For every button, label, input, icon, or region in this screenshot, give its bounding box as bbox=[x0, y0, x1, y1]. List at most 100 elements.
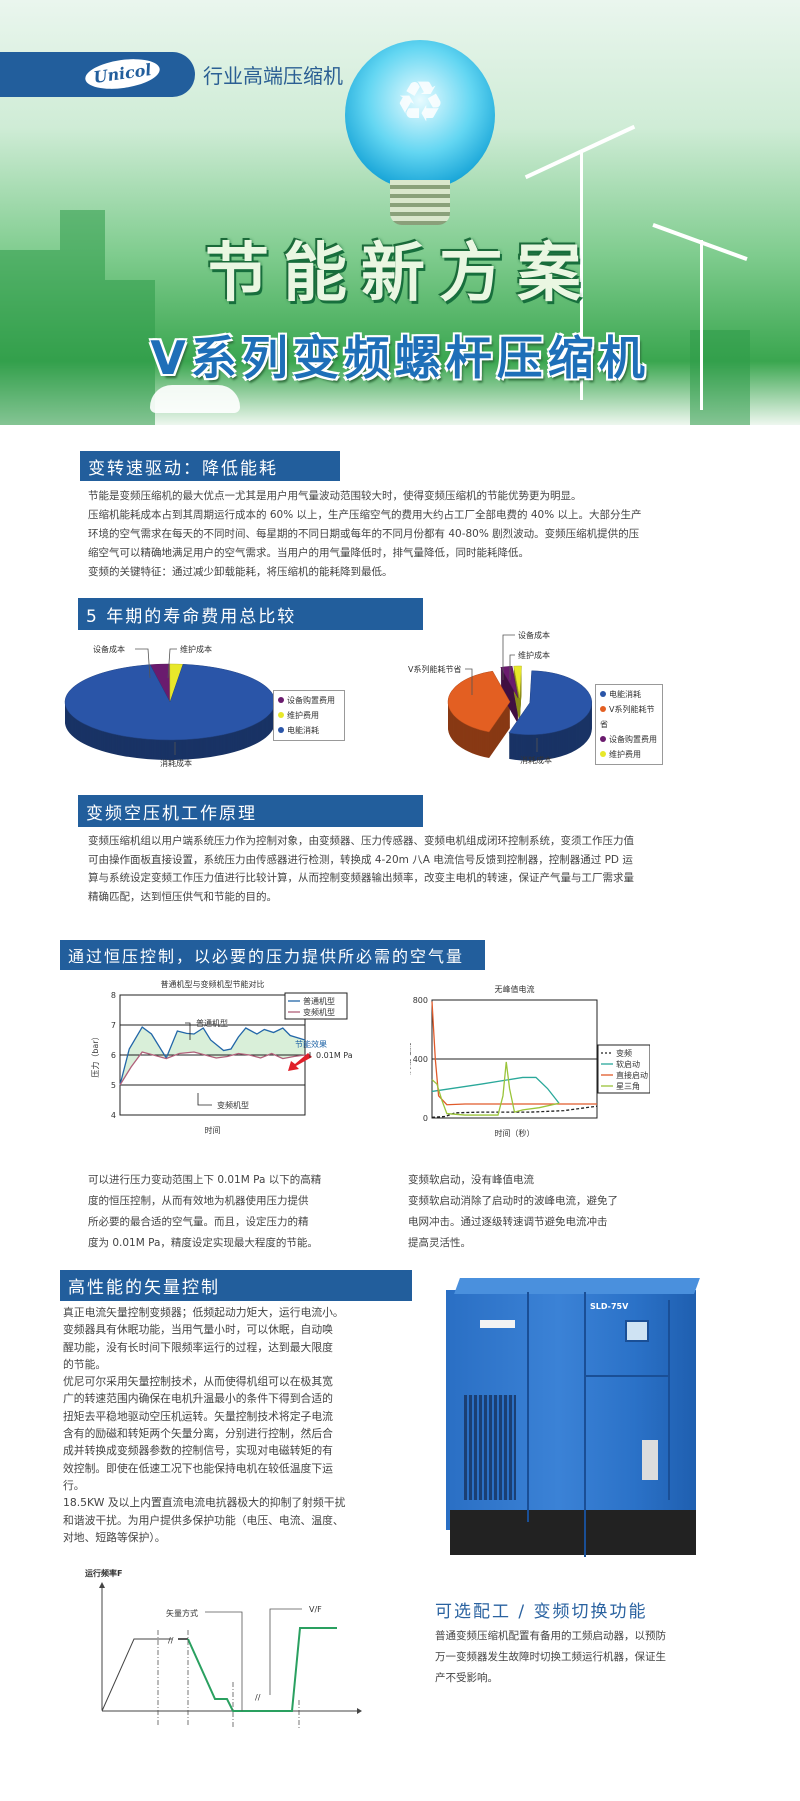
arrow-icon bbox=[288, 1053, 312, 1071]
x-axis-label: 时间（秒） bbox=[495, 1128, 535, 1138]
legend-label: 变频 bbox=[616, 1048, 632, 1058]
pie-slice-side bbox=[500, 672, 519, 705]
pie-slice-side bbox=[500, 669, 519, 702]
pie-slice-side bbox=[500, 679, 519, 712]
text-line: 节能是变频压缩机的最大优点一尤其是用户用气量波动范围较大时，使得变频压缩机的节能… bbox=[88, 490, 582, 502]
legend-box bbox=[284, 992, 348, 1020]
legend-label: 软启动 bbox=[616, 1059, 640, 1069]
text-line: 广的转速范围内确保在电机升温最小的条件下得到合适的 bbox=[63, 1392, 333, 1406]
pie-annotation: 消耗成本 bbox=[160, 758, 192, 768]
pie-slice-side bbox=[500, 670, 519, 703]
text-line: 真正电流矢量控制变频器；低频起动力矩大，运行电流小。 bbox=[63, 1306, 344, 1319]
y-axis-label: 满载电流 bbox=[410, 1043, 412, 1075]
text-line: 变频压缩机组以用户端系统压力作为控制对象，由变频器、压力传感器、变频电机组成闭环… bbox=[88, 835, 634, 847]
pie-annotation: V系列能耗节省 bbox=[408, 664, 461, 674]
pie-annotation: 消耗成本 bbox=[520, 755, 552, 765]
legend-label: 普通机型 bbox=[303, 996, 335, 1006]
section6-title: 可选配工 / 变频切换功能 bbox=[435, 1602, 648, 1622]
annotation-precision: 0.01M Pa bbox=[316, 1051, 353, 1060]
wind-turbine-icon bbox=[580, 150, 583, 400]
pie-slice bbox=[447, 670, 511, 733]
building-silhouette bbox=[105, 280, 155, 425]
section-header: 高性能的矢量控制 bbox=[60, 1270, 412, 1301]
pie-slice bbox=[508, 670, 593, 735]
building-silhouette bbox=[60, 210, 105, 425]
pie-slice-side bbox=[500, 668, 519, 701]
lightbulb-icon bbox=[345, 40, 495, 190]
text-line: 对地、短路等保护）。 bbox=[63, 1530, 166, 1544]
text-line: 精确匹配，达到恒压供气和节能的目的。 bbox=[88, 890, 277, 903]
section-header: 变频空压机工作原理 bbox=[78, 795, 423, 827]
break-mark: // bbox=[168, 1636, 174, 1645]
text-line: 和谐波干扰。为用户提供多保护功能（电压、电流、温度、 bbox=[63, 1513, 344, 1527]
legend-item: 维护费用 bbox=[278, 708, 340, 723]
leader-line bbox=[269, 1608, 302, 1695]
annotation-effect: 节能效果 bbox=[295, 1039, 327, 1049]
pie-slice bbox=[500, 665, 519, 699]
vf-mode-label: V/F bbox=[309, 1605, 322, 1614]
series-line bbox=[119, 1026, 306, 1086]
pie-slice bbox=[513, 665, 522, 699]
legend-label: 直接启动 bbox=[616, 1070, 648, 1080]
y-tick-label: 5 bbox=[111, 1081, 116, 1090]
building-silhouette bbox=[0, 250, 60, 425]
y-tick-label: 8 bbox=[111, 991, 116, 1000]
pie-annotation: 设备成本 bbox=[93, 644, 125, 654]
legend-item: 电能消耗 bbox=[278, 723, 340, 738]
pie-chart-standard bbox=[64, 663, 276, 760]
series-line bbox=[431, 1076, 560, 1104]
y-tick-label: 6 bbox=[111, 1051, 116, 1060]
text-line: 变频器具有休眠功能，当用气量小时，可以休眠，自动唤 bbox=[63, 1323, 333, 1337]
section4-right-text: 变频软启动，没有峰值电流 变频软启动消除了启动时的波峰电流，避免了 电网冲击。通… bbox=[408, 1170, 688, 1254]
y-tick-label: 0 bbox=[423, 1114, 428, 1123]
series-line bbox=[431, 1105, 598, 1118]
pie-slice-side bbox=[500, 675, 519, 708]
banner-subtitle: V系列变频螺杆压缩机 bbox=[150, 331, 650, 385]
pressure-comparison-chart: 普通机型与变频机型节能对比45678时间压力（bar）普通机型变频机型普通机型变… bbox=[90, 979, 353, 1135]
text-line: 可由操作面板直接设置，系统压力由传感器进行检测，转换成 4-20m 八A 电流信… bbox=[88, 853, 633, 866]
x-axis-label: 时间 bbox=[205, 1125, 221, 1135]
section4-left-text: 可以进行压力变动范围上下 0.01M Pa 以下的高精 度的恒压控制，从而有效地… bbox=[88, 1170, 378, 1254]
pie-annotation: 维护成本 bbox=[180, 644, 212, 654]
text-line: 可以进行压力变动范围上下 0.01M Pa 以下的高精 bbox=[88, 1174, 322, 1186]
legend-item: 维护费用 bbox=[600, 747, 658, 762]
legend-label: 星三角 bbox=[616, 1081, 640, 1091]
vector-mode-label: 矢量方式 bbox=[166, 1608, 198, 1618]
text-line: 变频的关键特征：通过减少卸载能耗，将压缩机的能耗降到最低。 bbox=[88, 566, 393, 578]
axis-label-frequency: 运行频率F bbox=[85, 1568, 122, 1578]
text-line: 产不受影响。 bbox=[435, 1672, 498, 1684]
section6-body: 普通变频压缩机配置有备用的工频启动器，以预防 万一变频器发生故障时切换工频运行机… bbox=[435, 1626, 735, 1689]
legend-label: 变频机型 bbox=[303, 1007, 335, 1017]
text-line: 电网冲击。通过逐级转速调节避免电流冲击 bbox=[408, 1216, 608, 1228]
section-header: 变转速驱动：降低能耗 bbox=[80, 451, 340, 481]
pie2-legend: 电能消耗 V系列能耗节省 设备购置费用 维护费用 bbox=[595, 684, 663, 765]
text-line: 缩空气可以精确地满足用户的空气需求。当用户的用气量降低时，排气量降低，同时能耗降… bbox=[88, 547, 529, 559]
product-model-label: SLD-75V bbox=[590, 1302, 629, 1311]
text-line: 变频软启动，没有峰值电流 bbox=[408, 1174, 534, 1186]
section-header: 5 年期的寿命费用总比较 bbox=[78, 598, 423, 630]
text-line: 万一变频器发生故障时切换工频运行机器，保证生 bbox=[435, 1651, 666, 1663]
text-line: 度的恒压控制，从而有效地为机器使用压力提供 bbox=[88, 1195, 309, 1207]
lifecycle-cost-pies: 设备成本 维护成本 消耗成本 设备成本 维护成本 V系列能耗节省 消耗成本 bbox=[64, 630, 593, 768]
pie-annotation: 设备成本 bbox=[518, 630, 550, 640]
hero-banner: Unicol 行业高端压缩机 ♻ 节能新方案 V系列变频螺杆压缩机 bbox=[0, 0, 800, 425]
text-line: 成并转换成变频器参数的控制信号，实现对电磁转矩的有 bbox=[63, 1444, 333, 1458]
legend-item: V系列能耗节省 bbox=[600, 705, 655, 729]
series-line bbox=[431, 1061, 560, 1116]
text-line: 优尼可尔采用矢量控制技术，从而使得机组可以在极其宽 bbox=[63, 1375, 333, 1389]
annotation-normal: 普通机型 bbox=[196, 1018, 228, 1028]
car-icon bbox=[150, 385, 240, 413]
pie1-legend: 设备购置费用 维护费用 电能消耗 bbox=[273, 690, 345, 741]
pie-slice-side bbox=[500, 682, 519, 715]
pie-chart-v-series bbox=[447, 665, 593, 761]
compressor-product-image: SLD-75V bbox=[442, 1270, 702, 1560]
text-line: 醒功能，没有长时间下限频率运行的过程，达到最大限度 bbox=[63, 1340, 333, 1354]
pie-annotation: 维护成本 bbox=[518, 650, 550, 660]
tagline: 行业高端压缩机 bbox=[203, 64, 343, 88]
savings-area bbox=[120, 1027, 305, 1085]
text-line: 含有的励磁和转矩两个矢量分离，分别进行控制，然后合 bbox=[63, 1427, 333, 1441]
pie-slice-side bbox=[500, 683, 519, 716]
y-axis-label: 压力（bar） bbox=[90, 1032, 100, 1077]
pie-slice-side bbox=[500, 673, 519, 706]
